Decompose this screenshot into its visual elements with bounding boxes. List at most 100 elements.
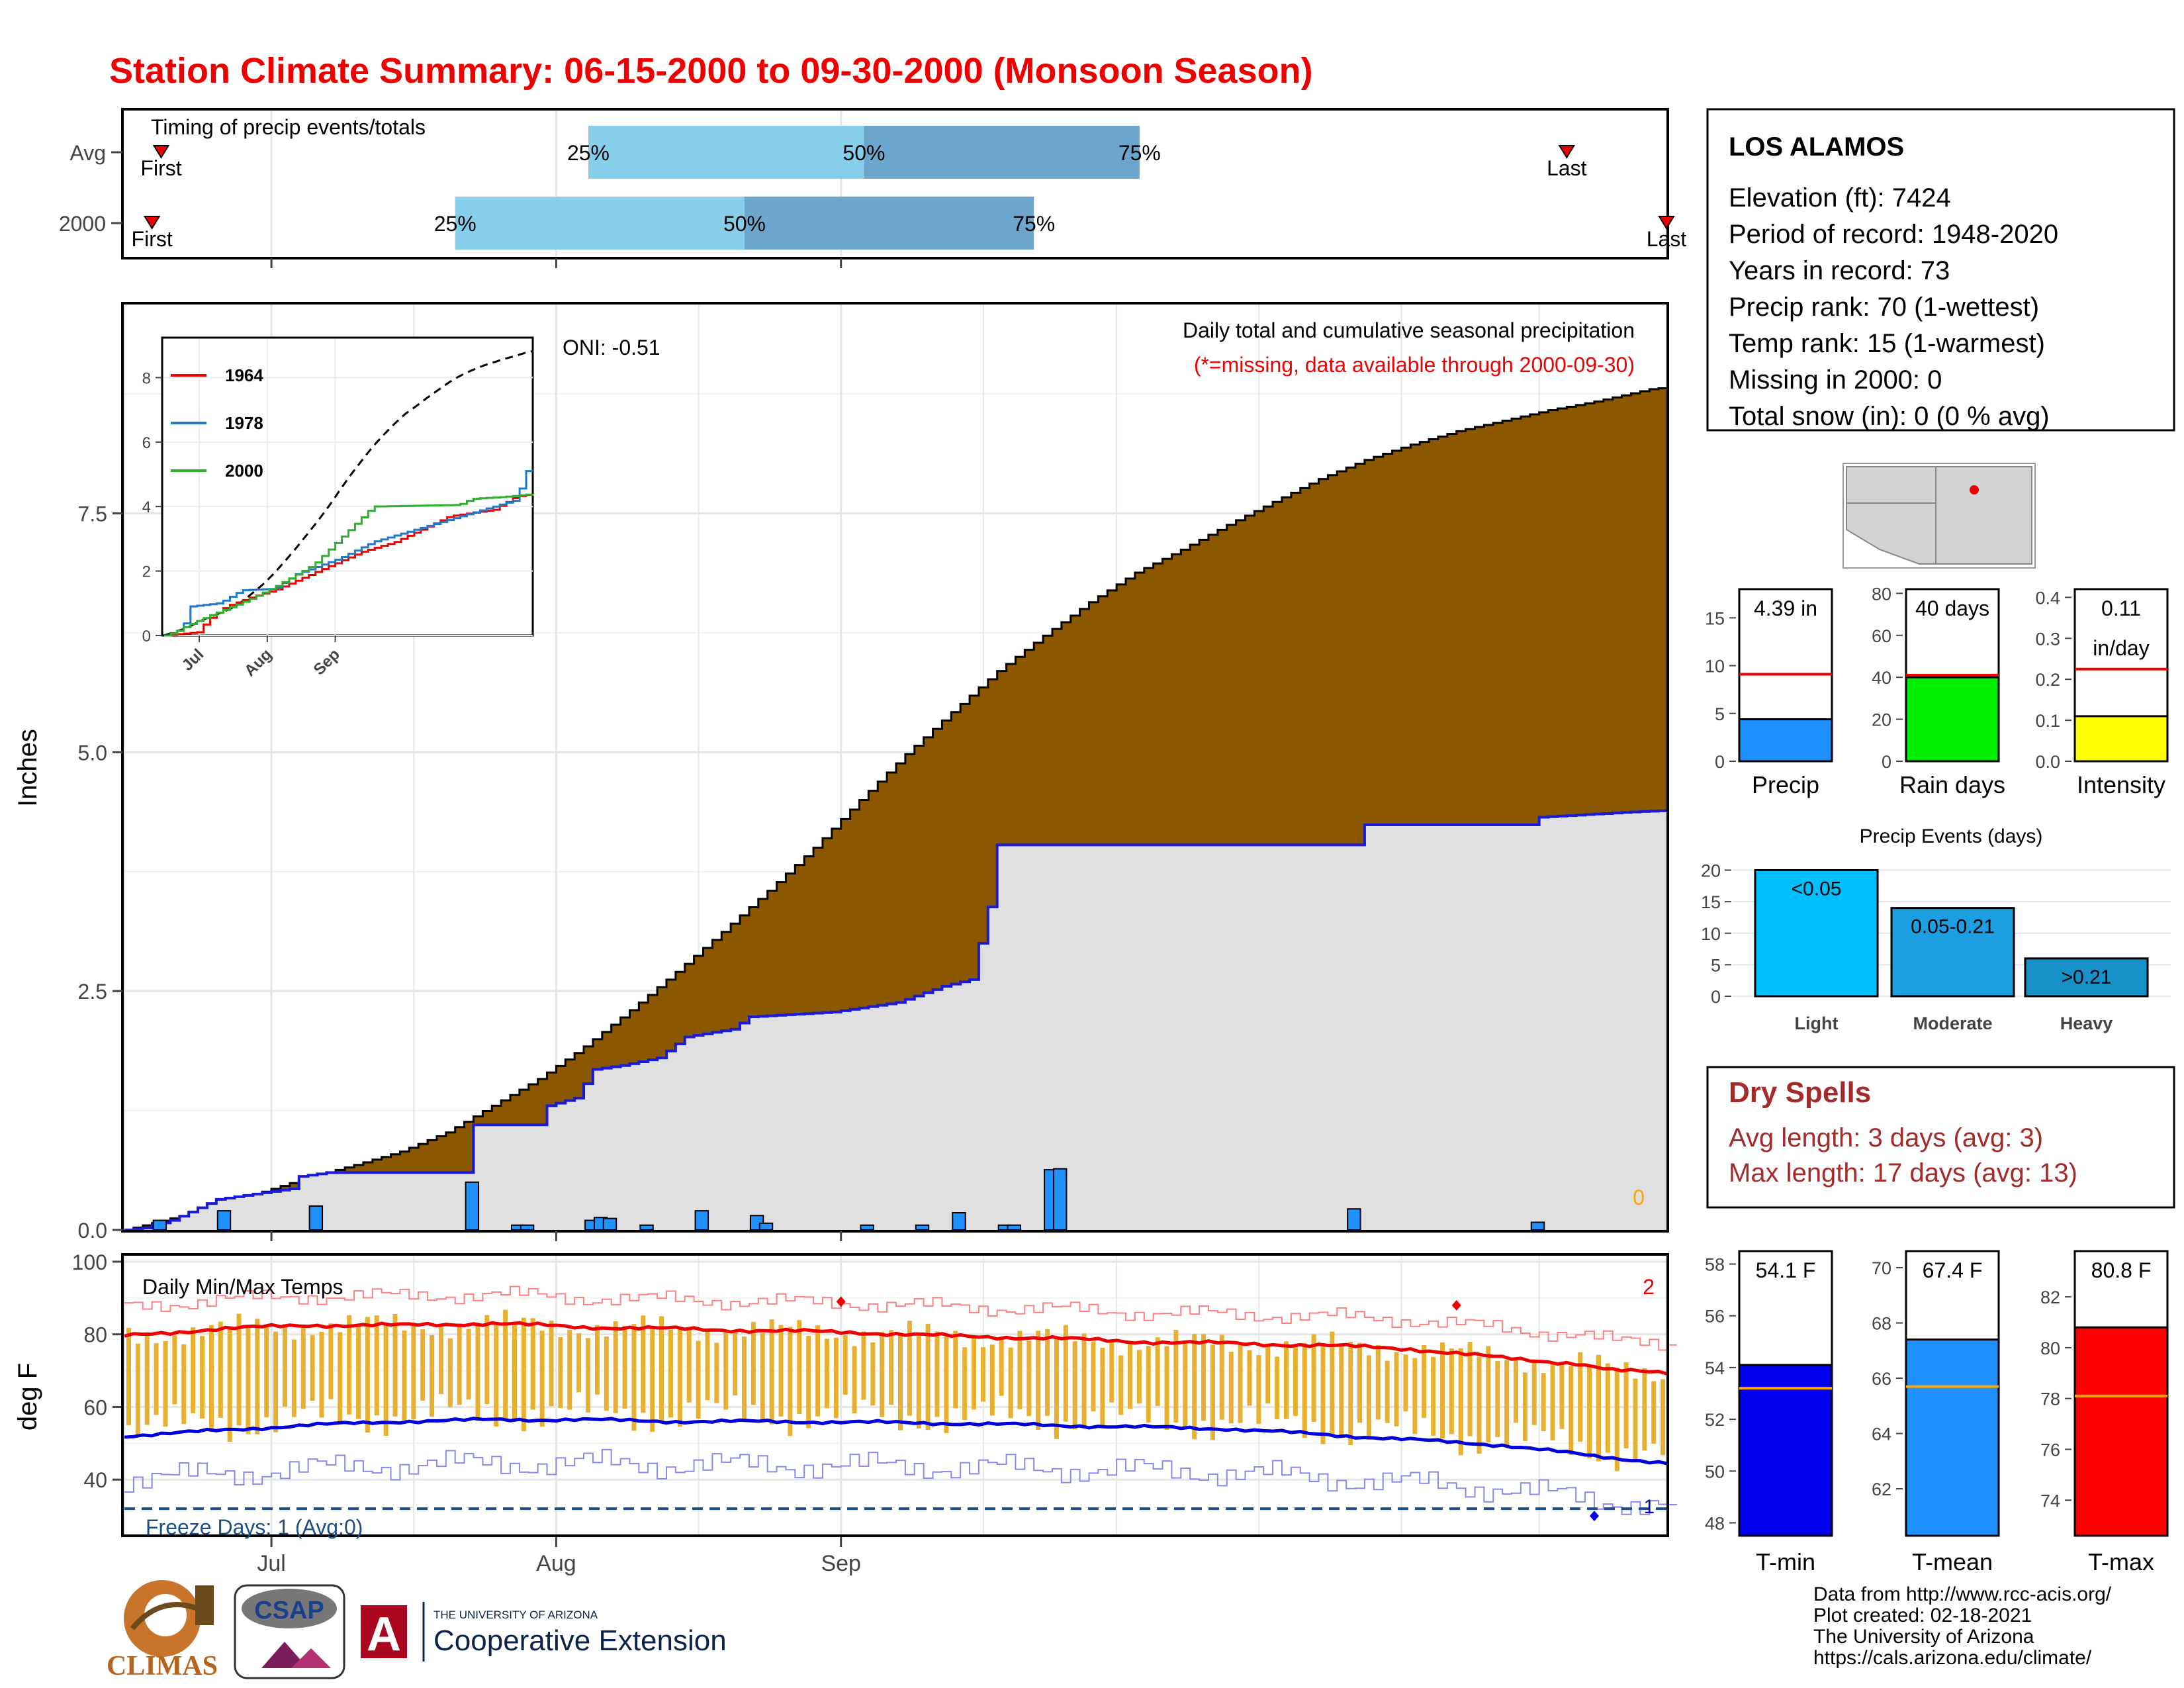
daily-temp-bar <box>1265 1344 1271 1404</box>
main-ytick-label: 5.0 <box>78 741 107 765</box>
daily-temp-bar <box>135 1343 140 1436</box>
daily-temp-bar <box>686 1328 692 1403</box>
daily-temp-bar <box>447 1338 453 1407</box>
temp-summary-ytick-label: 48 <box>1705 1513 1725 1533</box>
csap-logo-text: CSAP <box>254 1597 324 1624</box>
daily-temp-bar <box>457 1323 462 1405</box>
daily-temp-bar <box>594 1325 600 1395</box>
daily-temp-bar <box>208 1325 214 1432</box>
daily-temp-bar <box>1486 1346 1491 1443</box>
freeze-days-text: Freeze Days: 1 (Avg:0) <box>146 1515 363 1539</box>
daily-temp-bar <box>972 1336 977 1410</box>
daily-temp-bar <box>1008 1347 1013 1419</box>
station-info-line: Total snow (in): 0 (0 % avg) <box>1729 402 2050 431</box>
summary-ytick-label: 5 <box>1715 704 1725 724</box>
timing-q25-label: 25% <box>567 141 610 165</box>
avg-tmin-line <box>124 1417 1668 1466</box>
inset-series-line-1978 <box>164 470 533 637</box>
summary-ytick-label: 40 <box>1872 668 1891 688</box>
first-event-marker <box>143 216 161 230</box>
temp-summary-bar-T-mean <box>1905 1338 2000 1537</box>
daily-temp-bar <box>1339 1344 1344 1435</box>
timing-q1-bar <box>588 126 864 179</box>
daily-temp-bar <box>1091 1341 1096 1412</box>
daily-temp-bar <box>1449 1348 1454 1434</box>
inset-ytick-label: 0 <box>142 628 151 645</box>
daily-temp-bar <box>300 1327 306 1409</box>
precip-note: (*=missing, data available through 2000-… <box>1194 353 1635 377</box>
events-ytick-label: 0 <box>1711 987 1721 1007</box>
daily-temp-bar <box>631 1324 637 1431</box>
daily-precip-bar <box>152 1219 167 1231</box>
state-map <box>1843 463 2036 569</box>
dry-spells-box: Dry Spells Avg length: 3 days (avg: 3) M… <box>1706 1066 2175 1209</box>
daily-temp-bar <box>1100 1347 1105 1427</box>
summary-ytick-label: 0.0 <box>2035 752 2060 772</box>
daily-temp-bar <box>613 1321 618 1413</box>
events-ytick-label: 10 <box>1701 924 1721 944</box>
daily-temp-bar <box>842 1335 848 1395</box>
main-ytick-label: 7.5 <box>78 502 107 526</box>
daily-temp-bar <box>622 1325 627 1409</box>
daily-temp-bar <box>200 1336 205 1419</box>
daily-temp-bar <box>1146 1346 1151 1423</box>
event-category-label: Light <box>1795 1013 1839 1033</box>
timing-q1-bar <box>455 197 745 250</box>
timing-q75-label: 75% <box>1118 141 1161 165</box>
record-count: 2 <box>1643 1275 1655 1299</box>
daily-temp-bar <box>475 1325 480 1421</box>
daily-temp-bar <box>1578 1352 1583 1442</box>
ua-small-text: THE UNIVERSITY OF ARIZONA <box>433 1609 598 1621</box>
daily-precip-bar <box>694 1210 709 1231</box>
daily-temp-bar <box>962 1347 968 1421</box>
daily-temp-bar <box>1017 1331 1023 1409</box>
daily-temp-bar <box>558 1336 563 1409</box>
summary-ytick-label: 60 <box>1872 626 1891 646</box>
record-low-line <box>124 1448 1677 1515</box>
daily-temp-bar <box>1375 1344 1381 1420</box>
daily-temp-bar <box>503 1309 508 1419</box>
daily-temp-bar <box>1431 1356 1436 1436</box>
daily-temp-bar <box>1228 1351 1234 1424</box>
daily-temp-bar <box>953 1331 958 1409</box>
x-axis-label: Jul <box>257 1551 285 1576</box>
missing-count: 0 <box>1633 1186 1645 1209</box>
daily-temp-bar <box>365 1317 370 1433</box>
daily-temp-bar <box>530 1318 535 1410</box>
daily-temp-bar <box>1569 1366 1574 1456</box>
temp-summary-value-label: 80.8 F <box>2091 1258 2152 1282</box>
summary-ytick-label: 0.1 <box>2035 711 2060 731</box>
daily-temp-bar <box>1320 1345 1326 1444</box>
daily-temp-bar <box>236 1313 242 1426</box>
summary-value-label: 4.39 in <box>1754 596 1817 620</box>
daily-temp-bar <box>1403 1354 1408 1412</box>
daily-temp-bar <box>494 1325 499 1427</box>
daily-temp-bar <box>797 1320 802 1415</box>
daily-temp-bar <box>420 1329 426 1401</box>
temp-summary-ytick-label: 74 <box>2040 1491 2060 1511</box>
daily-temp-bar <box>907 1321 912 1416</box>
observed-cumulative-line <box>124 809 1669 1231</box>
daily-precip-bar <box>520 1224 535 1231</box>
daily-temp-bar <box>1642 1368 1647 1451</box>
daily-temp-bar <box>1081 1333 1087 1429</box>
daily-precip-bar <box>1007 1224 1022 1231</box>
daily-temp-bar <box>521 1317 526 1432</box>
daily-temp-bar <box>1302 1342 1307 1438</box>
daily-temp-bar <box>1614 1368 1619 1472</box>
temp-summary-bar-label: T-max <box>2088 1548 2154 1575</box>
inset-legend-label: 1964 <box>225 365 263 385</box>
precip-ylabel: Inches <box>13 729 42 807</box>
daily-temp-bar <box>1054 1336 1059 1439</box>
daily-temp-bar <box>1183 1340 1188 1427</box>
summary-ytick-label: 20 <box>1872 710 1891 730</box>
daily-temp-bar <box>806 1336 811 1429</box>
daily-temp-bar <box>641 1315 646 1413</box>
event-bar-Moderate <box>1890 907 2015 998</box>
summary-ytick-label: 0.3 <box>2035 629 2060 649</box>
dry-spells-max: Max length: 17 days (avg: 13) <box>1729 1158 2077 1188</box>
daily-temp-bar <box>1467 1342 1473 1436</box>
summary-bar-label: Rain days <box>1899 771 2005 798</box>
daily-temp-bar <box>852 1346 857 1414</box>
